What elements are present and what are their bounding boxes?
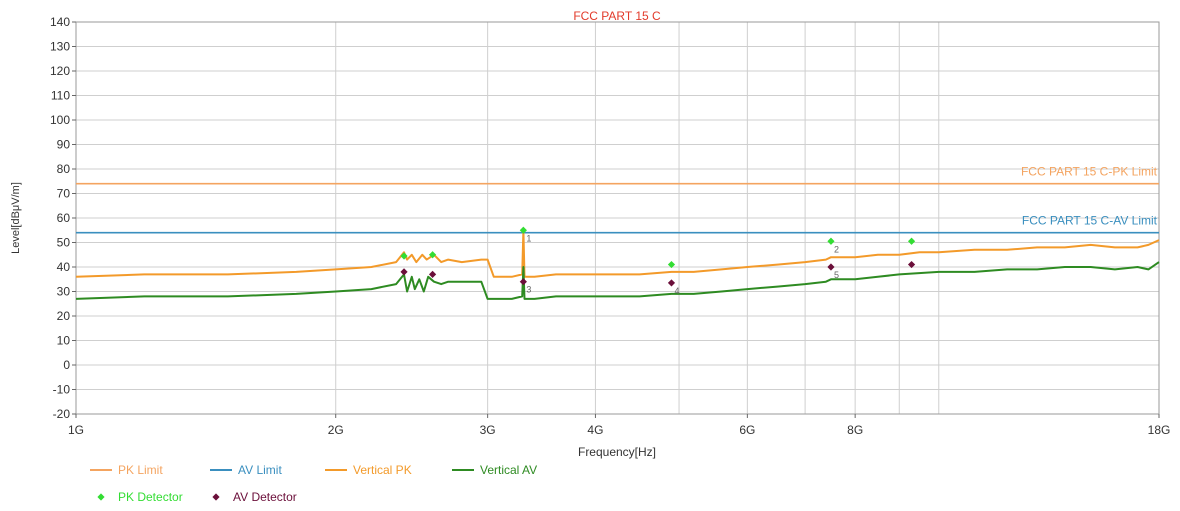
y-tick-label: 50 [57,236,71,250]
y-tick-label: 140 [50,15,70,29]
y-tick-label: 120 [50,64,70,78]
series-lines [75,229,1160,300]
detector-marker [428,270,437,278]
y-tick-label: 10 [57,334,71,348]
x-tick-label: 2G [328,423,344,437]
x-axis-ticks: 1G 2G 3G 4G 6G 8G 18G [68,414,1170,437]
x-tick-label: 1G [68,423,84,437]
y-tick-label: -10 [53,383,71,397]
marker-label: 5 [834,270,839,280]
y-tick-label: 30 [57,285,71,299]
limit-label: FCC PART 15 C-PK Limit [1021,165,1158,179]
legend-label: PK Limit [118,463,163,477]
legend-swatch [212,493,220,501]
y-tick-label: 110 [51,89,70,103]
y-tick-label: 100 [50,113,70,127]
y-axis-ticks: -20 -10 0 10 20 30 40 50 60 70 80 90 100 110 120 130 140 [50,15,76,421]
x-tick-label: 4G [587,423,603,437]
x-tick-label: 6G [739,423,755,437]
x-axis-label: Frequency[Hz] [578,445,656,459]
legend-label: AV Limit [238,463,282,477]
grid [75,21,1160,415]
series-line [75,261,1160,300]
detector-markers: 1 2 3 4 5 [400,226,916,296]
legend-label: Vertical PK [353,463,412,477]
x-tick-label: 18G [1148,423,1171,437]
detector-marker [667,279,676,287]
marker-label: 2 [834,244,839,254]
y-tick-label: 130 [50,40,70,54]
detector-marker [519,278,527,286]
legend-label: AV Detector [233,490,297,504]
detector-marker [400,252,408,260]
chart-title: FCC PART 15 C [573,9,661,23]
y-tick-label: -20 [53,407,71,421]
limit-label: FCC PART 15 C-AV Limit [1022,214,1158,228]
detector-marker [400,268,408,276]
legend: PK Limit AV Limit Vertical PK Vertical AV PK… [90,463,537,504]
y-tick-label: 20 [57,309,71,323]
detector-marker [428,251,437,259]
detector-marker [827,237,835,245]
legend-label: PK Detector [118,490,183,504]
detector-marker [827,263,835,271]
y-tick-label: 40 [57,260,71,274]
x-tick-label: 3G [480,423,496,437]
detector-marker [907,260,916,269]
legend-label: Vertical AV [480,463,537,477]
detector-marker [907,237,916,245]
legend-swatch [97,493,105,501]
detector-marker [667,260,676,269]
marker-label: 4 [674,286,679,296]
y-tick-label: 80 [57,162,71,176]
y-tick-label: 70 [57,187,71,201]
marker-label: 1 [526,233,531,243]
y-axis-label: Level[dBμV/m] [10,182,22,254]
marker-label: 3 [526,285,531,295]
x-tick-label: 8G [847,423,863,437]
y-tick-label: 0 [63,358,70,372]
y-tick-label: 60 [57,211,71,225]
limit-lines: FCC PART 15 C-PK Limit FCC PART 15 C-AV L… [76,165,1159,234]
detector-marker [519,226,527,234]
series-line [75,229,1160,278]
y-tick-label: 90 [57,138,71,152]
